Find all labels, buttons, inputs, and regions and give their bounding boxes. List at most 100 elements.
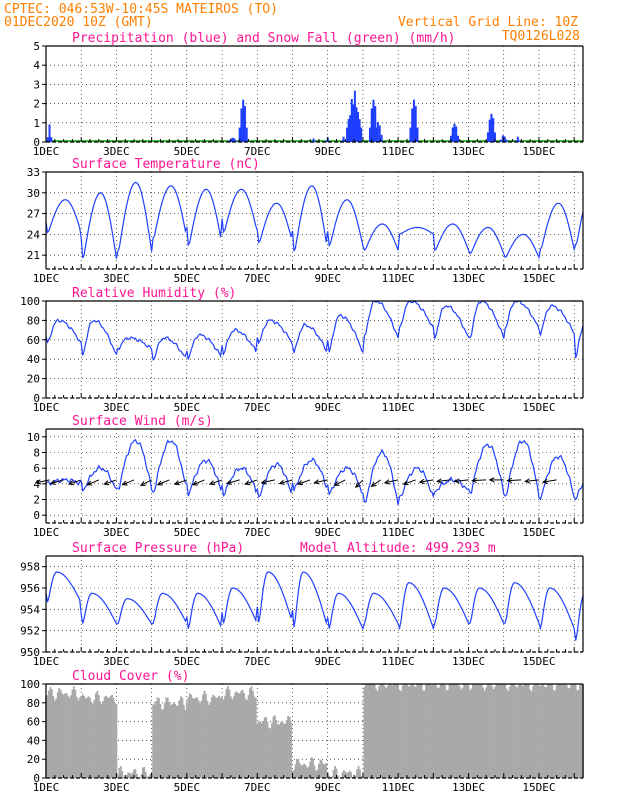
x-tick-label: 5DEC xyxy=(174,526,201,539)
cloud-bar xyxy=(354,776,357,778)
cloud-bar xyxy=(143,767,146,778)
cloud-bar xyxy=(95,693,97,778)
cloud-bar xyxy=(268,727,270,778)
cloud-bar xyxy=(508,686,511,778)
y-tick-label: 4 xyxy=(33,478,40,491)
cloud-bar xyxy=(423,690,426,778)
cloud-bar xyxy=(410,684,413,778)
x-tick-label: 9DEC xyxy=(314,655,341,668)
cloud-bar xyxy=(357,765,360,778)
cloud-bar xyxy=(306,767,309,778)
cloud-bar xyxy=(444,684,446,778)
cloud-bar xyxy=(221,697,223,778)
panel-cloud: Cloud Cover (%) 0 20 40 60 80 100 1DEC 3DEC 5DEC 7… xyxy=(20,669,584,794)
cloud-bar xyxy=(495,684,498,778)
x-tick-label: 3DEC xyxy=(103,145,130,158)
cloud-bar xyxy=(65,693,68,778)
cloud-bar xyxy=(482,687,485,778)
cloud-bar xyxy=(115,704,118,778)
cloud-bar xyxy=(144,771,147,778)
cloud-bar xyxy=(551,684,554,778)
y-tick-label: 80 xyxy=(27,697,40,710)
cloud-bar xyxy=(376,690,379,778)
cloud-bar xyxy=(180,696,182,778)
x-tick-label: 3DEC xyxy=(103,781,130,794)
cloud-bar xyxy=(513,684,515,778)
cloud-bar xyxy=(212,694,215,778)
cloud-bar xyxy=(526,684,529,778)
x-tick-label: 5DEC xyxy=(174,401,201,414)
x-tick-label: 7DEC xyxy=(244,526,271,539)
cloud-bar xyxy=(298,762,301,778)
wind-arrow-head xyxy=(296,480,303,486)
cloud-bar xyxy=(455,684,458,778)
cloud-bar xyxy=(282,723,285,778)
cloud-bar xyxy=(372,684,375,778)
precip-bar xyxy=(515,140,518,142)
cloud-bar xyxy=(81,694,84,778)
precip-bar xyxy=(358,119,361,142)
cloud-bar xyxy=(417,684,420,778)
cloud-bar xyxy=(121,770,124,778)
cloud-bar xyxy=(125,775,128,778)
precip-bar xyxy=(493,132,496,142)
cloud-bar xyxy=(561,684,564,778)
wind-arrow-shaft xyxy=(507,479,522,482)
cloud-bar xyxy=(492,689,495,778)
cloud-bar xyxy=(472,684,474,778)
cloud-bar xyxy=(56,692,59,778)
cloud-bar xyxy=(59,689,62,778)
wind-arrow-head xyxy=(208,480,215,486)
cloud-bar xyxy=(140,773,143,778)
cloud-bar xyxy=(262,720,265,778)
cloud-bar xyxy=(89,697,91,778)
precip-bar xyxy=(488,119,491,142)
wind-arrow-head xyxy=(370,481,377,488)
cloud-bar xyxy=(75,696,78,778)
cloud-bar xyxy=(46,695,49,778)
x-tick-label: 13DEC xyxy=(452,526,485,539)
y-tick-label: 956 xyxy=(20,582,40,595)
cloud-bar xyxy=(360,775,363,778)
cloud-bar xyxy=(304,765,307,778)
cloud-bar xyxy=(432,684,435,778)
cloud-bar xyxy=(222,699,225,778)
cloud-bar xyxy=(530,691,533,778)
x-tick-label: 1DEC xyxy=(33,526,60,539)
precip-bar xyxy=(231,137,234,142)
cloud-bar xyxy=(194,697,197,778)
precip-bar xyxy=(48,124,51,142)
wind-arrow xyxy=(278,479,293,485)
cloud-bar xyxy=(117,774,119,778)
precip-bar xyxy=(353,90,356,142)
cloud-bar xyxy=(533,684,536,778)
precip-bar xyxy=(46,137,49,142)
cloud-bar xyxy=(161,709,163,778)
wind-arrow-shaft xyxy=(437,479,452,482)
cloud-bar xyxy=(218,695,221,778)
x-tick-label: 1DEC xyxy=(33,272,60,285)
wind-arrow-shaft xyxy=(87,479,100,486)
cloud-bar xyxy=(229,696,232,778)
y-tick-label: 60 xyxy=(27,334,40,347)
precip-bar xyxy=(411,108,414,142)
wind-arrow-head xyxy=(156,480,163,486)
cloud-bar xyxy=(109,695,112,778)
series-line-wind xyxy=(45,438,584,505)
cloud-bar xyxy=(470,688,473,778)
cloud-bar xyxy=(439,684,442,778)
cloud-bar xyxy=(430,685,433,778)
y-tick-label: 100 xyxy=(20,295,40,308)
cloud-bar xyxy=(379,684,382,778)
cloud-bar xyxy=(486,684,489,778)
wind-arrow-shaft xyxy=(472,479,487,482)
cloud-bar xyxy=(337,775,339,778)
wind-arrow-shaft xyxy=(104,479,117,485)
wind-arrow xyxy=(139,479,152,486)
cloud-bar xyxy=(251,690,254,778)
y-tick-label: 27 xyxy=(27,208,40,221)
x-tick-label: 3DEC xyxy=(103,526,130,539)
x-tick-label: 13DEC xyxy=(452,145,485,158)
cloud-bar xyxy=(281,721,284,778)
cloud-bar xyxy=(184,709,187,778)
